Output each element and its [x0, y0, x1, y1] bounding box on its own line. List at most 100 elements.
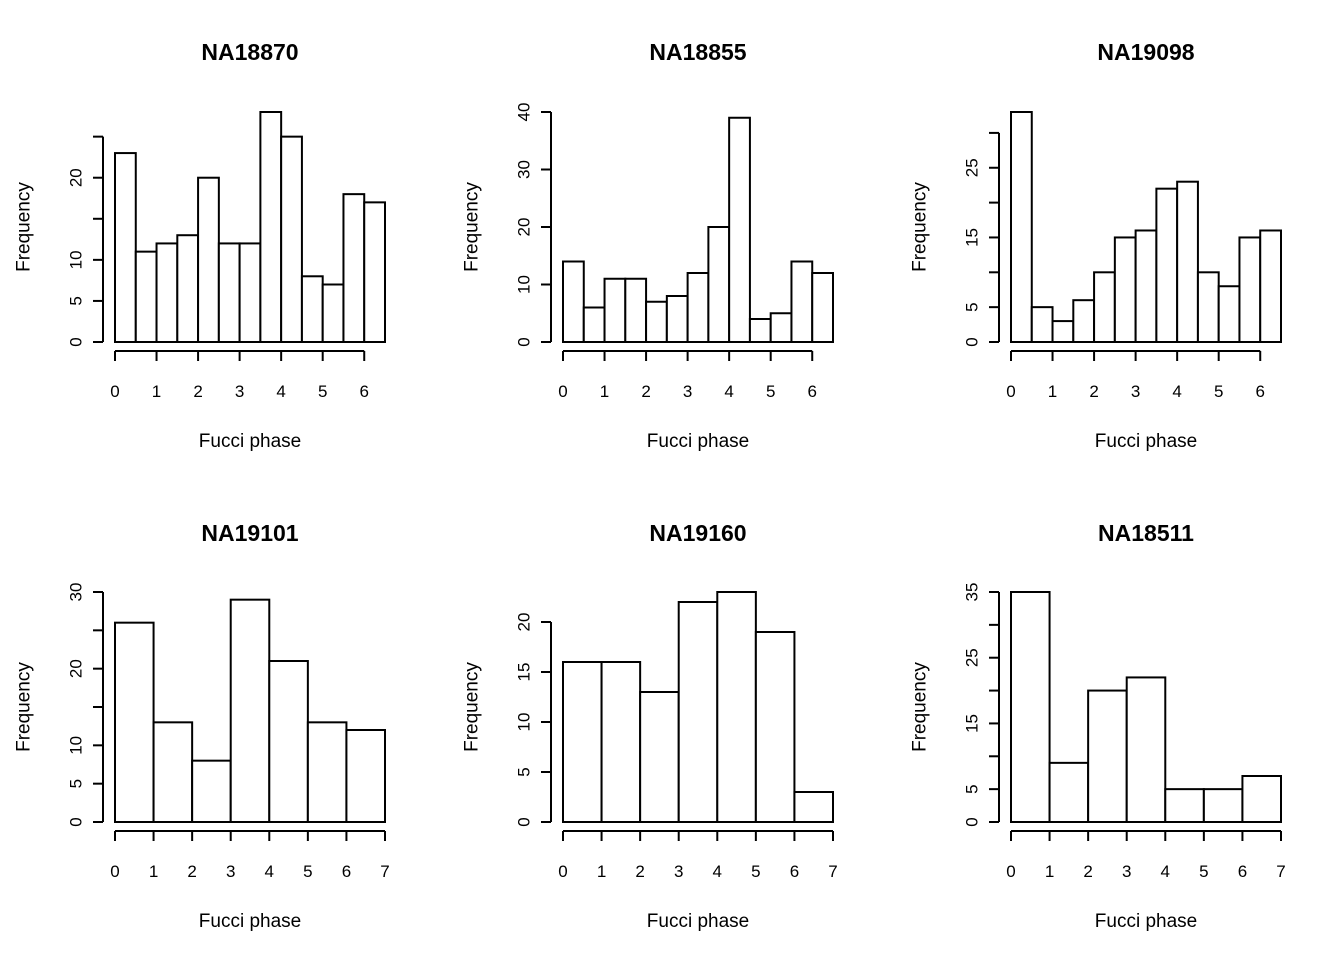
x-tick-label: 2	[187, 862, 196, 881]
histogram-bar	[191, 759, 232, 824]
histogram-bar	[639, 691, 680, 823]
histogram-bar	[562, 260, 585, 343]
panel-title: NA18511	[1098, 520, 1194, 546]
histogram-bar	[677, 601, 719, 823]
panel-title: NA19101	[201, 520, 298, 546]
histogram-bar	[1176, 180, 1199, 343]
x-tick-label: 0	[558, 862, 567, 881]
histogram-bar	[728, 116, 751, 343]
x-tick-label: 3	[235, 382, 244, 401]
x-tick-label: 5	[751, 862, 760, 881]
histogram-bar	[114, 152, 137, 343]
histogram-bar	[665, 295, 689, 343]
y-tick-label: 20	[67, 659, 86, 678]
histogram-panel: NA18855 0 1 2 3 4 5 6 Fucci phase 0 10 20 30 40 Freque…	[462, 39, 835, 452]
panel-title: NA18870	[201, 39, 298, 65]
x-tick-label: 0	[1006, 382, 1015, 401]
x-tick-label: 2	[1089, 382, 1098, 401]
histogram-bar	[280, 135, 303, 343]
histogram-bar	[134, 250, 158, 343]
histogram-bar	[197, 176, 220, 343]
y-tick-label: 15	[515, 663, 534, 682]
panel-title: NA19160	[649, 520, 746, 546]
y-tick-label: 5	[515, 767, 534, 776]
histogram-bar	[321, 283, 345, 343]
x-tick-label: 4	[265, 862, 274, 881]
x-tick-label: 1	[1045, 862, 1054, 881]
y-tick-label: 0	[515, 817, 534, 826]
histogram-bar	[1164, 788, 1205, 824]
x-tick-label: 0	[110, 382, 119, 401]
y-tick-label: 20	[515, 218, 534, 237]
histogram-bar	[1259, 229, 1282, 343]
y-tick-label: 10	[515, 713, 534, 732]
histogram-bar	[1030, 306, 1054, 344]
x-tick-label: 4	[1161, 862, 1170, 881]
histogram-bar	[790, 260, 814, 343]
histogram-panel: NA19101 0 1 2 3 4 5 6 7 Fucci phase 0 5 10 20 30 Freque…	[14, 520, 390, 932]
x-tick-label: 5	[1199, 862, 1208, 881]
x-tick-label: 5	[303, 862, 312, 881]
panel-title: NA18855	[649, 39, 746, 65]
x-tick-label: 1	[597, 862, 606, 881]
y-tick-label: 0	[67, 817, 86, 826]
x-tick-label: 4	[1172, 382, 1181, 401]
x-tick-label: 4	[713, 862, 722, 881]
histogram-bar	[1072, 299, 1096, 344]
histogram-panel: NA18870 0 1 2 3 4 5 6 Fucci phase 0 5 10 20 Frequency	[14, 39, 387, 452]
histogram-bar	[1134, 229, 1158, 343]
histogram-bar	[1196, 271, 1220, 344]
x-tick-label: 2	[193, 382, 202, 401]
histogram-bar	[217, 242, 241, 343]
y-tick-label: 0	[67, 337, 86, 346]
x-tick-label: 1	[600, 382, 609, 401]
x-tick-label: 3	[226, 862, 235, 881]
y-tick-label: 0	[963, 817, 982, 826]
x-axis-label: Fucci phase	[647, 431, 749, 452]
histogram-bar	[811, 272, 835, 343]
x-tick-label: 1	[152, 382, 161, 401]
histogram-panel: NA18511 0 1 2 3 4 5 6 7 Fucci phase 0 5 15 25 35 Freque…	[910, 520, 1286, 932]
x-tick-label: 3	[1131, 382, 1140, 401]
histogram-bar	[345, 729, 386, 823]
histogram-bar	[645, 300, 668, 343]
histogram-bar	[300, 275, 324, 343]
x-tick-label: 1	[149, 862, 158, 881]
x-tick-label: 0	[110, 862, 119, 881]
y-tick-label: 10	[67, 736, 86, 755]
y-tick-label: 25	[963, 158, 982, 177]
y-tick-label: 40	[515, 103, 534, 122]
x-axis-label: Fucci phase	[1095, 431, 1197, 452]
y-tick-label: 30	[67, 583, 86, 602]
x-tick-label: 6	[1238, 862, 1247, 881]
histogram-bar	[1241, 775, 1283, 823]
histogram-bar	[176, 234, 200, 343]
y-tick-label: 5	[963, 302, 982, 311]
x-tick-label: 2	[635, 862, 644, 881]
y-axis-label: Frequency	[910, 182, 931, 272]
x-tick-label: 2	[641, 382, 650, 401]
y-axis-label: Frequency	[14, 662, 35, 752]
y-tick-label: 20	[67, 168, 86, 187]
x-axis-label: Fucci phase	[199, 431, 301, 452]
histogram-bar	[1051, 320, 1075, 344]
x-tick-label: 0	[558, 382, 567, 401]
y-tick-label: 25	[963, 648, 982, 667]
y-tick-label: 5	[67, 779, 86, 788]
histogram-panel: NA19098 0 1 2 3 4 5 6 Fucci phase 0 5 15 25 Frequency	[910, 39, 1282, 452]
histogram-bar	[155, 242, 179, 343]
histogram-bar	[1238, 236, 1262, 343]
histogram-panel: NA19160 0 1 2 3 4 5 6 7 Fucci phase 0 5 10 15 20 Freque…	[462, 520, 838, 932]
x-tick-label: 6	[807, 382, 816, 401]
histogram-bar	[603, 277, 627, 343]
histogram-bar	[1093, 271, 1116, 344]
histogram-bar	[229, 598, 271, 824]
histogram-bar	[363, 201, 387, 343]
histogram-bar	[1202, 788, 1244, 824]
x-tick-label: 5	[766, 382, 775, 401]
y-tick-label: 30	[515, 160, 534, 179]
histogram-bar	[1125, 676, 1167, 824]
histogram-bar	[1217, 285, 1241, 344]
y-tick-label: 10	[67, 250, 86, 269]
